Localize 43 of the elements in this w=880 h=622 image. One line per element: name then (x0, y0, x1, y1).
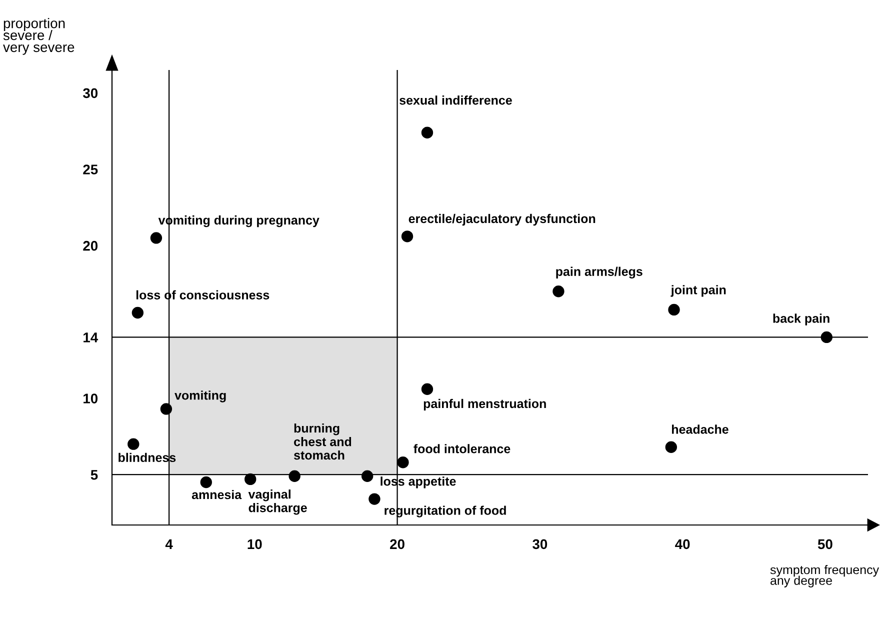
point (421, 383, 434, 395)
y-tick-label: 14 (84, 332, 98, 342)
x-tick-label: 40 (675, 539, 690, 550)
annotation: pain arms/legs (556, 266, 642, 278)
y-tick-label: 30 (82, 88, 98, 98)
annotation: headache (672, 424, 728, 434)
point (421, 126, 434, 138)
x-tick-label: 30 (532, 539, 548, 550)
point (361, 470, 374, 482)
annotation: painful menstruation (424, 398, 546, 411)
point (668, 304, 680, 316)
annotation: food intolerance (414, 444, 510, 454)
annotation: vomiting (174, 390, 226, 402)
annotation: burning chest and stomach (294, 423, 352, 460)
annotation: sexual indifference (400, 96, 512, 105)
x-tick-label: 20 (390, 539, 404, 550)
y-tick-label: 10 (84, 394, 98, 404)
annotation: joint pain (670, 285, 726, 297)
point (552, 286, 564, 298)
annotation: vaginal discharge (248, 490, 307, 515)
point (150, 232, 162, 244)
x-axis-title: symptom frequency any degree (770, 565, 880, 588)
y-tick-label: 25 (83, 164, 98, 174)
point (820, 331, 832, 344)
x-tick-label: 50 (818, 539, 832, 550)
point (200, 476, 212, 488)
point (401, 230, 414, 242)
annotation: erectile/ejaculatory dysfunction (408, 214, 596, 226)
y-tick-label: 5 (90, 470, 98, 480)
point (160, 403, 172, 415)
point (665, 441, 677, 453)
x-tick-label: 10 (248, 539, 262, 550)
x-tick-label: 4 (165, 539, 173, 549)
point (288, 470, 300, 482)
y-tick-label: 20 (83, 240, 98, 251)
annotation: amnesia (192, 490, 242, 500)
point (397, 456, 409, 468)
point (368, 493, 380, 505)
point (244, 473, 256, 486)
point (128, 438, 140, 450)
annotation: back pain (773, 314, 830, 326)
point (132, 306, 144, 319)
y-axis-title: proportion severe / very severe (3, 18, 74, 55)
